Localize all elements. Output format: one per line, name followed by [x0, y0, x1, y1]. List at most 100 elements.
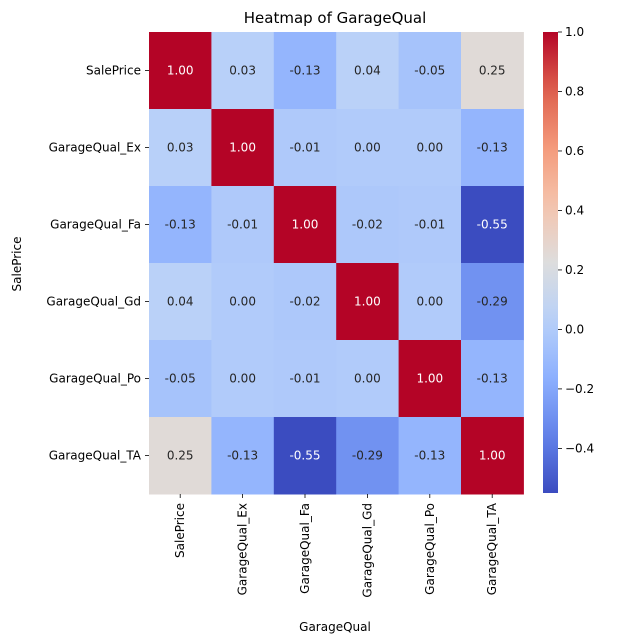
cell-value-label: -0.29	[477, 295, 508, 309]
cell-value-label: 0.00	[354, 372, 381, 386]
cell-value-label: -0.29	[352, 449, 383, 463]
cell-value-label: -0.01	[289, 372, 320, 386]
colorbar	[543, 32, 558, 493]
colorbar-tick-label: 0.8	[565, 84, 584, 98]
cell-value-label: -0.02	[352, 218, 383, 232]
heatmap-cell-labels: 1.00 0.03 -0.13 0.04 -0.05 0.25 0.03 1.00 -0.01 0…	[165, 64, 508, 463]
heatmap-cell	[398, 417, 462, 495]
y-tick-label: GarageQual_Ex	[49, 141, 141, 155]
x-tick-label: GarageQual_Po	[423, 503, 437, 595]
colorbar-tick-label: 0.2	[565, 263, 584, 277]
cell-value-label: 0.03	[167, 141, 194, 155]
heatmap-cell	[398, 186, 462, 264]
heatmap-cell	[336, 109, 400, 187]
y-tick-label: GarageQual_Fa	[50, 218, 141, 232]
heatmap-cell	[398, 263, 462, 341]
heatmap-cell	[398, 340, 462, 418]
cell-value-label: 1.00	[167, 64, 194, 78]
heatmap-cell	[211, 340, 275, 418]
x-tick-label: GarageQual_TA	[485, 502, 499, 595]
cell-value-label: -0.05	[414, 64, 445, 78]
heatmap-cell	[336, 263, 400, 341]
x-tick-label: GarageQual_Fa	[298, 503, 312, 594]
x-tick-label: GarageQual_Gd	[360, 503, 374, 598]
cell-value-label: -0.01	[227, 218, 258, 232]
cell-value-label: -0.55	[477, 218, 508, 232]
cell-value-label: -0.13	[414, 449, 445, 463]
cell-value-label: -0.13	[165, 218, 196, 232]
cell-value-label: -0.13	[477, 372, 508, 386]
y-axis-label: SalePrice	[10, 237, 24, 292]
heatmap-cell	[211, 263, 275, 341]
x-axis-ticks: SalePrice GarageQual_Ex GarageQual_Fa Garag…	[173, 494, 499, 598]
heatmap-cell	[149, 32, 212, 110]
cell-value-label: 0.00	[229, 295, 256, 309]
colorbar-tick-label: −0.2	[565, 382, 594, 396]
heatmap-cell	[149, 263, 212, 341]
cell-value-label: -0.05	[165, 372, 196, 386]
heatmap-cell	[273, 32, 337, 110]
cell-value-label: -0.13	[289, 64, 320, 78]
cell-value-label: 0.00	[416, 141, 443, 155]
colorbar-tick-label: −0.4	[565, 441, 594, 455]
heatmap-cell	[273, 186, 337, 264]
cell-value-label: 1.00	[479, 449, 506, 463]
heatmap-cell	[273, 109, 337, 187]
heatmap-cell	[336, 340, 400, 418]
colorbar-tick-label: 0.6	[565, 144, 584, 158]
x-axis-label: GarageQual	[299, 620, 371, 634]
y-axis-ticks: SalePrice GarageQual_Ex GarageQual_Fa Garag…	[46, 64, 149, 463]
heatmap-cell	[273, 417, 337, 495]
y-tick-label: GarageQual_TA	[49, 449, 142, 463]
heatmap-cell	[461, 417, 524, 495]
heatmap-cell	[149, 186, 212, 264]
cell-value-label: -0.01	[414, 218, 445, 232]
heatmap-cell	[273, 263, 337, 341]
cell-value-label: 1.00	[354, 295, 381, 309]
heatmap-cell	[149, 340, 212, 418]
cell-value-label: 0.00	[354, 141, 381, 155]
heatmap-cell	[149, 417, 212, 495]
cell-value-label: 0.25	[167, 449, 194, 463]
cell-value-label: 1.00	[292, 218, 319, 232]
chart-title: Heatmap of GarageQual	[244, 9, 427, 27]
heatmap-cell	[461, 109, 524, 187]
cell-value-label: 1.00	[416, 372, 443, 386]
cell-value-label: 0.04	[167, 295, 194, 309]
heatmap-cell	[273, 340, 337, 418]
heatmap-cells	[149, 32, 524, 495]
x-tick-label: SalePrice	[173, 503, 187, 558]
heatmap-cell	[211, 417, 275, 495]
cell-value-label: -0.13	[477, 141, 508, 155]
cell-value-label: -0.13	[227, 449, 258, 463]
cell-value-label: 0.04	[354, 64, 381, 78]
heatmap-cell	[211, 109, 275, 187]
heatmap-cell	[398, 109, 462, 187]
cell-value-label: -0.01	[289, 141, 320, 155]
heatmap-cell	[461, 186, 524, 264]
heatmap-cell	[398, 32, 462, 110]
heatmap-cell	[336, 417, 400, 495]
colorbar-tick-label: 0.4	[565, 203, 584, 217]
cell-value-label: 0.00	[416, 295, 443, 309]
y-tick-label: GarageQual_Po	[49, 372, 141, 386]
x-tick-label: GarageQual_Ex	[236, 503, 250, 595]
cell-value-label: 0.00	[229, 372, 256, 386]
heatmap-cell	[336, 32, 400, 110]
colorbar-ticks: −0.4 −0.2 0.0 0.2 0.4 0.6 0.8 1.0	[558, 25, 594, 455]
heatmap-cell	[149, 109, 212, 187]
heatmap-cell	[336, 186, 400, 264]
heatmap-cell	[461, 263, 524, 341]
y-tick-label: SalePrice	[86, 64, 141, 78]
cell-value-label: 0.03	[229, 64, 256, 78]
heatmap-cell	[211, 32, 275, 110]
heatmap-cell	[211, 186, 275, 264]
cell-value-label: 1.00	[229, 141, 256, 155]
colorbar-tick-label: 0.0	[565, 322, 584, 336]
colorbar-tick-label: 1.0	[565, 25, 584, 39]
cell-value-label: -0.02	[289, 295, 320, 309]
y-tick-label: GarageQual_Gd	[46, 295, 141, 309]
heatmap-cell	[461, 32, 524, 110]
